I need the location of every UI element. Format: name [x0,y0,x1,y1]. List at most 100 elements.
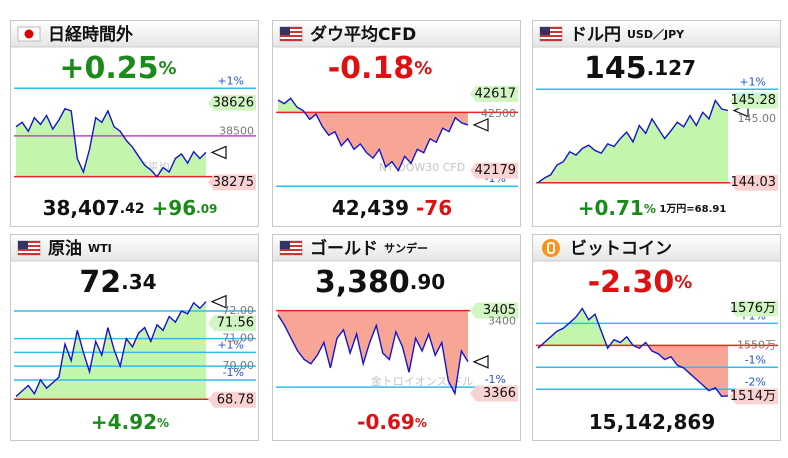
panel-header [533,21,780,47]
bottom-part: 42,439 [332,196,409,220]
area-down [304,112,468,171]
tag-label: 144.03 [731,175,777,190]
tag-label: 72.00 [223,304,255,317]
price-line [537,307,729,398]
subtitle: USD／JPY [627,28,685,41]
tag-bg [470,302,518,319]
end-marker [472,354,489,369]
area-down [278,310,468,394]
flag-stripe [540,35,562,37]
panel: 原油WTI72.34WTI原油先物+1%-1%71.5672.0071.0070… [10,234,259,441]
tag-label: 42500 [481,107,516,120]
panel-title: ビットコイン [570,239,672,259]
tag-label: 38626 [213,95,254,110]
tag-bg [208,391,256,408]
flag-stripe [280,35,302,37]
tag-bg [730,174,778,191]
bottom-part: 15,142,869 [589,410,716,434]
price-line [15,301,207,398]
flag-stripe [280,253,302,255]
flag-stripe [280,27,302,29]
tag-label: 3405 [483,303,516,318]
tag-label: 71.56 [217,316,254,331]
flag-stripe [280,245,302,247]
bottom-part: .42 [120,201,145,217]
flag-canton [280,241,290,249]
tag-label: 1514万 [730,389,776,404]
area-up [538,100,728,183]
level-label: +1% [217,74,244,87]
flag-stripe [18,249,40,251]
headline-part: 145 [584,51,647,86]
price-line [537,99,729,184]
tag-bg [730,300,778,317]
area-up [16,108,206,177]
title: 日経時間外 [48,24,133,45]
tag-label: 71.00 [223,332,255,345]
bottom-part: 38,407 [43,196,120,220]
bottom-line: -0.69% [357,410,427,434]
headline: -2.30% [588,265,693,300]
tag-bg [470,385,518,402]
bottom-line: 42,439 -76 [332,196,452,220]
headline: 145.127 [584,51,696,86]
tag-bg [208,94,256,111]
title: ドル円 [570,25,621,45]
headline: 3,380.90 [315,265,445,300]
level-label: -1% [745,353,766,366]
flag-sun [24,29,34,39]
headline-part: .34 [121,270,156,294]
title: ゴールド [310,238,378,259]
end-marker [210,145,227,160]
bottom-line: 38,407.42 +96.09 [43,196,218,220]
headline: -0.18% [328,51,433,86]
tag-label: 1576万 [730,301,776,316]
flag-stripe [18,253,40,255]
flag-canton [540,27,550,35]
price-line [15,107,207,178]
bottom-part: .09 [196,202,217,216]
panel: 日経時間外+0.25%日経平均 225+1%38626385003827538,… [10,20,259,227]
flag-stripe [540,39,562,41]
level-label: +1% [217,338,244,351]
panel-frame [532,20,781,227]
bottom-part: % [415,416,427,430]
headline-part: .127 [647,56,696,80]
subtitle: サンデー [384,241,428,255]
flag-stripe [18,245,40,247]
area-down [538,345,728,397]
tag-bg [208,315,256,332]
tag-bg [470,86,518,102]
panel: ダウ平均CFD-0.18%NY DOW30 CFD-1%426174250042… [272,20,521,227]
tag-bg [208,174,256,191]
level-label: +1% [739,75,766,88]
tag-label: 38500 [219,124,254,137]
tag-label: 68.78 [217,392,254,407]
panel-title: ゴールド サンデー [310,238,428,259]
level-label: -1% [223,366,244,379]
tag-label: 42179 [475,163,516,178]
level-label: -1% [485,373,506,386]
flag-canton [18,241,28,249]
tag-bg [730,92,778,109]
tag-label: 145.28 [731,93,777,108]
panel-header [11,235,258,261]
title: ビットコイン [570,239,672,259]
headline-part: -2.30 [588,265,674,300]
headline-part: % [674,272,692,293]
bottom-part: -76 [409,196,452,220]
panel-title: ダウ平均CFD [310,24,416,45]
area-up [278,98,468,113]
end-marker [472,117,489,132]
bottom-part: +4.92 [91,410,157,434]
bottom-line: +4.92% [91,410,169,434]
flag-stripe [280,39,302,41]
tag-bg [730,388,778,405]
tag-label: 70.00 [223,359,255,372]
headline-part: % [414,58,432,79]
level-label: -2% [745,375,766,388]
headline-part: .90 [410,270,445,294]
